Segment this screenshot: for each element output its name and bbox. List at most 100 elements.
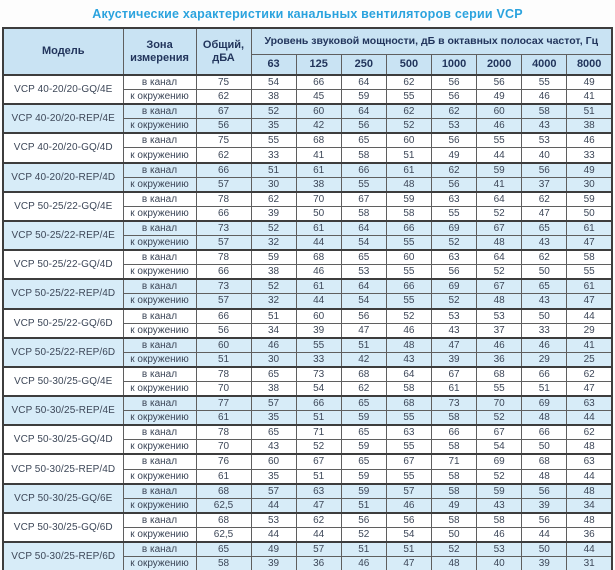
table-row: VCP 40-20/20-REP/4D в канал 66 51 61 66 61 62 59…: [2, 161, 613, 193]
table-row: VCP 50-25/22-GQ/4E в канал 78 62 70 67 59 63 64 6…: [2, 190, 613, 222]
band-value: 55: [385, 439, 433, 455]
band-value: 62: [385, 103, 433, 120]
total-dba-value: 56: [195, 322, 252, 339]
model-name: VCP 50-30/25-GQ/6D: [2, 511, 124, 543]
band-value: 69: [430, 278, 478, 295]
band-value: 52: [476, 264, 523, 280]
band-value: 55: [250, 132, 297, 149]
band-value: 42: [295, 118, 342, 134]
band-value: 55: [476, 380, 523, 397]
band-value: 51: [340, 336, 387, 353]
band-value: 70: [295, 190, 342, 207]
band-value: 25: [566, 351, 613, 368]
band-value: 65: [250, 365, 297, 382]
model-name: VCP 50-30/25-REP/4E: [2, 395, 124, 426]
band-value: 59: [566, 190, 613, 207]
band-value: 68: [340, 365, 387, 382]
band-value: 63: [566, 453, 613, 470]
table-row: к окружению 70 43 52 59 55 58 54 50 48: [3, 439, 613, 455]
band-value: 67: [476, 278, 523, 295]
band-value: 62: [295, 511, 342, 528]
band-value: 44: [295, 526, 342, 543]
band-value: 36: [566, 526, 613, 543]
band-value: 33: [566, 147, 613, 164]
band-value: 60: [295, 103, 342, 120]
table-row: к окружению 66 38 46 53 55 56 52 50 55: [3, 264, 613, 280]
band-value: 46: [250, 336, 297, 353]
band-value: 50: [430, 526, 478, 543]
band-value: 58: [521, 103, 568, 120]
band-value: 43: [521, 235, 568, 251]
band-value: 46: [476, 336, 523, 353]
band-value: 48: [476, 235, 523, 251]
zone-label: к окружению: [122, 468, 197, 485]
band-value: 34: [566, 497, 613, 514]
band-value: 58: [385, 380, 433, 397]
band-value: 55: [385, 89, 433, 105]
band-value: 47: [340, 322, 387, 339]
band-value: 29: [566, 322, 613, 339]
band-value: 43: [250, 439, 297, 455]
zone-label: в канал: [122, 482, 197, 499]
band-value: 52: [250, 219, 297, 237]
band-value: 58: [430, 410, 478, 426]
total-dba-value: 77: [195, 395, 252, 412]
band-value: 36: [476, 351, 523, 368]
table-row: к окружению 62,5 44 47 51 46 49 43 39 34: [3, 497, 613, 514]
band-value: 52: [430, 541, 478, 558]
zone-label: к окружению: [122, 89, 197, 105]
table-row: VCP 50-25/22-REP/6D в канал 60 46 55 51 48 47 46…: [2, 336, 613, 368]
band-value: 51: [385, 147, 433, 164]
band-value: 56: [521, 161, 568, 178]
total-dba-value: 66: [195, 205, 252, 222]
band-value: 47: [295, 497, 342, 514]
col-header-total-dba: Общий, дБА: [195, 27, 252, 76]
zone-label: в канал: [122, 103, 197, 120]
band-value: 50: [521, 264, 568, 280]
band-value: 67: [295, 453, 342, 470]
band-value: 55: [385, 235, 433, 251]
band-value: 66: [521, 424, 568, 441]
band-value: 38: [250, 380, 297, 397]
zone-label: в канал: [122, 132, 197, 149]
band-value: 55: [385, 410, 433, 426]
band-value: 52: [430, 235, 478, 251]
band-value: 57: [250, 395, 297, 412]
zone-label: в канал: [122, 365, 197, 382]
table-row: к окружению 61 35 51 59 55 58 52 48 44: [3, 410, 613, 426]
model-name: VCP 50-30/25-GQ/4D: [2, 424, 124, 455]
zone-label: в канал: [122, 278, 197, 295]
table-row: VCP 40-20/20-GQ/4D в канал 75 55 68 65 60 56 55 5…: [2, 132, 613, 164]
total-dba-value: 62,5: [195, 497, 252, 514]
band-value: 53: [430, 118, 478, 134]
band-value: 34: [250, 322, 297, 339]
band-value: 46: [566, 132, 613, 149]
total-dba-value: 66: [195, 264, 252, 280]
band-value: 68: [476, 365, 523, 382]
band-value: 64: [340, 74, 387, 91]
band-value: 54: [476, 439, 523, 455]
total-dba-value: 68: [195, 511, 252, 528]
band-value: 50: [566, 205, 613, 222]
band-value: 30: [250, 351, 297, 368]
table-header: Модель Зона измерения Общий, дБА Уровень…: [2, 27, 613, 76]
total-dba-value: 51: [195, 351, 252, 368]
band-value: 51: [250, 161, 297, 178]
band-value: 63: [385, 424, 433, 441]
model-name: VCP 50-25/22-GQ/4D: [2, 249, 124, 280]
band-value: 58: [566, 249, 613, 266]
band-value: 63: [566, 395, 613, 412]
table-row: VCP 50-30/25-REP/6D в канал 65 49 57 51 51 52 53…: [2, 540, 613, 570]
band-value: 43: [521, 118, 568, 134]
col-header-freq-250: 250: [340, 54, 387, 76]
band-value: 48: [385, 336, 433, 353]
table-row: VCP 50-25/22-GQ/6D в канал 66 51 60 56 52 53 53 5…: [2, 307, 613, 339]
band-value: 36: [295, 556, 342, 570]
band-value: 59: [340, 439, 387, 455]
band-value: 58: [340, 205, 387, 222]
total-dba-value: 66: [195, 161, 252, 178]
model-name: VCP 50-30/25-GQ/4E: [2, 365, 124, 397]
model-name: VCP 40-20/20-GQ/4E: [2, 73, 124, 105]
band-value: 62: [521, 190, 568, 207]
band-value: 67: [430, 365, 478, 382]
